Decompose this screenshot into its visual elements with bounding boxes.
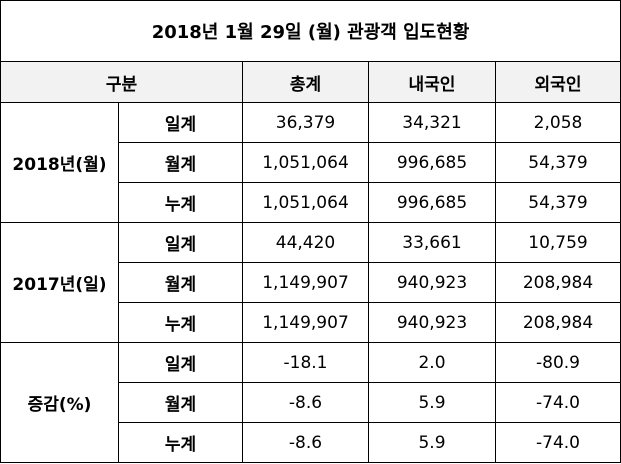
title: 2018년 1월 29일 (월) 관광객 입도현황 [0,0,621,62]
row-label: 월계 [118,382,243,423]
data-row: 월계 -8.6 5.9 -74.0 [1,382,621,423]
value-cell: -80.9 [494,342,621,383]
row-label: 월계 [118,262,243,303]
value-cell: -74.0 [494,422,621,463]
value-cell: -8.6 [242,422,369,463]
value-cell: 996,685 [368,142,496,183]
header-cell: 외국인 [494,61,621,103]
value-cell: 1,149,907 [242,302,369,343]
value-cell: 208,984 [494,302,621,343]
value-cell: 940,923 [368,302,496,343]
data-row: 증감(%) 일계 -18.1 2.0 -80.9 [0,342,621,463]
group-label: 증감(%) [0,342,119,463]
value-cell: 5.9 [368,382,496,423]
value-cell: 2,058 [494,102,621,143]
value-cell: -8.6 [242,382,369,423]
value-cell: 10,759 [494,222,621,263]
header-cell: 총계 [242,61,369,103]
value-cell: 940,923 [368,262,496,303]
row-label: 누계 [118,182,243,223]
group-label: 2017년(일) [0,222,119,343]
data-row: 누계 -8.6 5.9 -74.0 [1,422,621,463]
data-row: 2018년(월) 일계 36,379 34,321 2,058 [0,102,621,223]
value-cell: 34,321 [368,102,496,143]
value-cell: 1,051,064 [242,182,369,223]
value-cell: 5.9 [368,422,496,463]
data-row: 누계 1,051,064 996,685 54,379 [1,182,621,223]
data-row: 누계 1,149,907 940,923 208,984 [1,302,621,343]
value-cell: 2.0 [368,342,496,383]
data-row: 월계 1,051,064 996,685 54,379 [1,142,621,183]
header-cell: 내국인 [368,61,496,103]
group-label: 2018년(월) [0,102,119,223]
value-cell: 36,379 [242,102,369,143]
data-row: 2017년(일) 일계 44,420 33,661 10,759 [0,222,621,343]
row-label: 일계 [118,222,243,263]
value-cell: -74.0 [494,382,621,423]
header-row: 구분 총계 내국인 외국인 [0,61,621,103]
value-cell: 208,984 [494,262,621,303]
value-cell: 44,420 [242,222,369,263]
row-label: 월계 [118,142,243,183]
row-label: 일계 [118,102,243,143]
header-cell: 구분 [0,61,243,103]
value-cell: 54,379 [494,182,621,223]
row-label: 누계 [118,422,243,463]
value-cell: 54,379 [494,142,621,183]
title-row: 2018년 1월 29일 (월) 관광객 입도현황 [0,0,621,62]
value-cell: 996,685 [368,182,496,223]
value-cell: 1,149,907 [242,262,369,303]
value-cell: 33,661 [368,222,496,263]
row-label: 누계 [118,302,243,343]
row-label: 일계 [118,342,243,383]
value-cell: -18.1 [242,342,369,383]
data-row: 월계 1,149,907 940,923 208,984 [1,262,621,303]
value-cell: 1,051,064 [242,142,369,183]
